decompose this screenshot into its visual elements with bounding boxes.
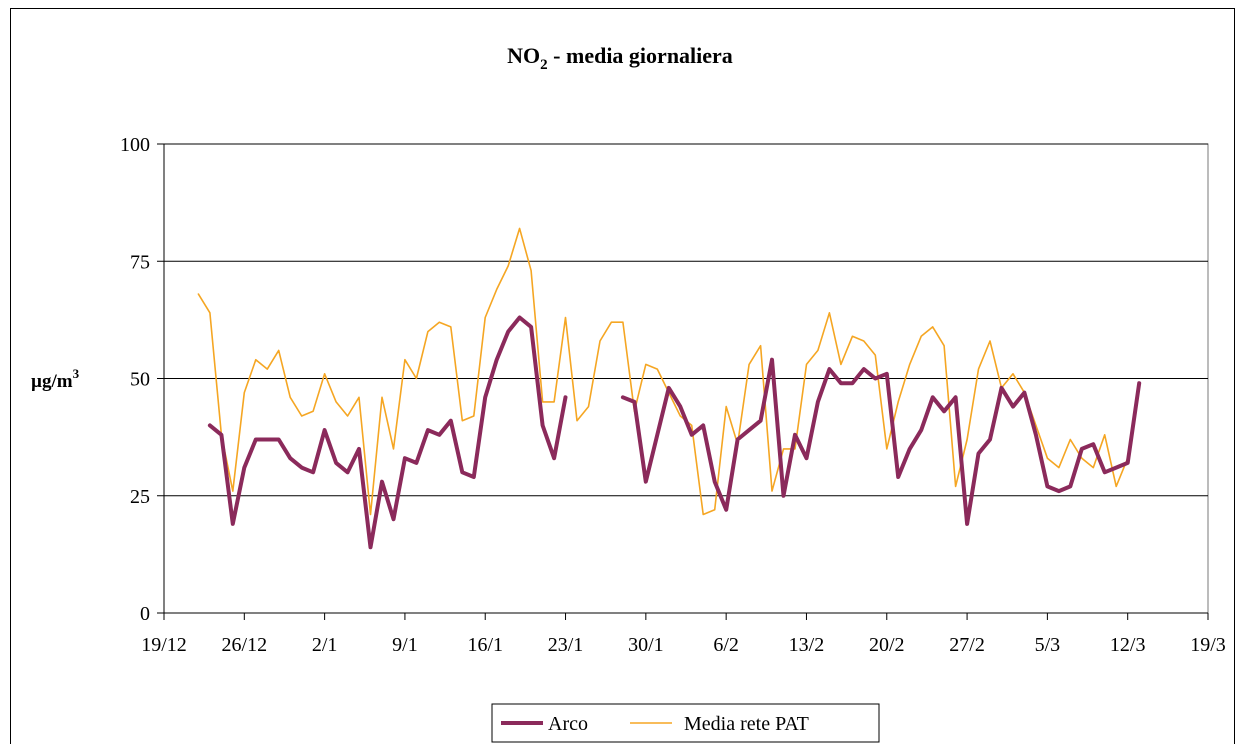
x-tick-labels: 19/12 26/12 2/1 9/1 16/1 23/1 30/1 6/2 13/2 20/2 2… — [141, 634, 1226, 656]
y-axis-label: µg/m3 — [31, 366, 80, 392]
chart-frame — [10, 8, 1235, 744]
x-tick-label: 19/3 — [1190, 634, 1226, 656]
gridlines — [164, 143, 1208, 497]
x-tick-label: 30/1 — [628, 634, 664, 656]
x-tick-label: 23/1 — [548, 634, 584, 656]
x-tick-label: 20/2 — [869, 634, 905, 656]
legend-box — [491, 703, 880, 743]
y-tick-label: 50 — [130, 369, 150, 391]
y-tick-label: 0 — [140, 603, 150, 625]
series-line-media-rete-pat — [197, 227, 1129, 516]
x-tick-label: 16/1 — [467, 634, 503, 656]
y-tick-label: 75 — [130, 251, 150, 273]
y-tick-label: 100 — [120, 134, 150, 156]
axes — [157, 143, 1209, 620]
y-tick-labels: 0 25 50 75 100 — [120, 134, 150, 625]
chart-title: NO2 - media giornaliera — [507, 43, 733, 73]
x-tick-label: 12/3 — [1110, 634, 1146, 656]
legend-label-media: Media rete PAT — [684, 713, 809, 735]
x-tick-label: 2/1 — [312, 634, 338, 656]
x-tick-label: 6/2 — [713, 634, 739, 656]
y-tick-label: 25 — [130, 486, 150, 508]
series-lines — [197, 227, 1142, 550]
x-tick-label: 27/2 — [949, 634, 985, 656]
x-tick-label: 13/2 — [789, 634, 825, 656]
series-line-arco — [207, 315, 1142, 550]
x-tick-label: 9/1 — [392, 634, 418, 656]
x-tick-label: 5/3 — [1035, 634, 1061, 656]
legend: Arco Media rete PAT — [491, 703, 880, 743]
x-tick-label: 19/12 — [141, 634, 187, 656]
x-tick-label: 26/12 — [222, 634, 268, 656]
legend-label-arco: Arco — [548, 713, 588, 735]
